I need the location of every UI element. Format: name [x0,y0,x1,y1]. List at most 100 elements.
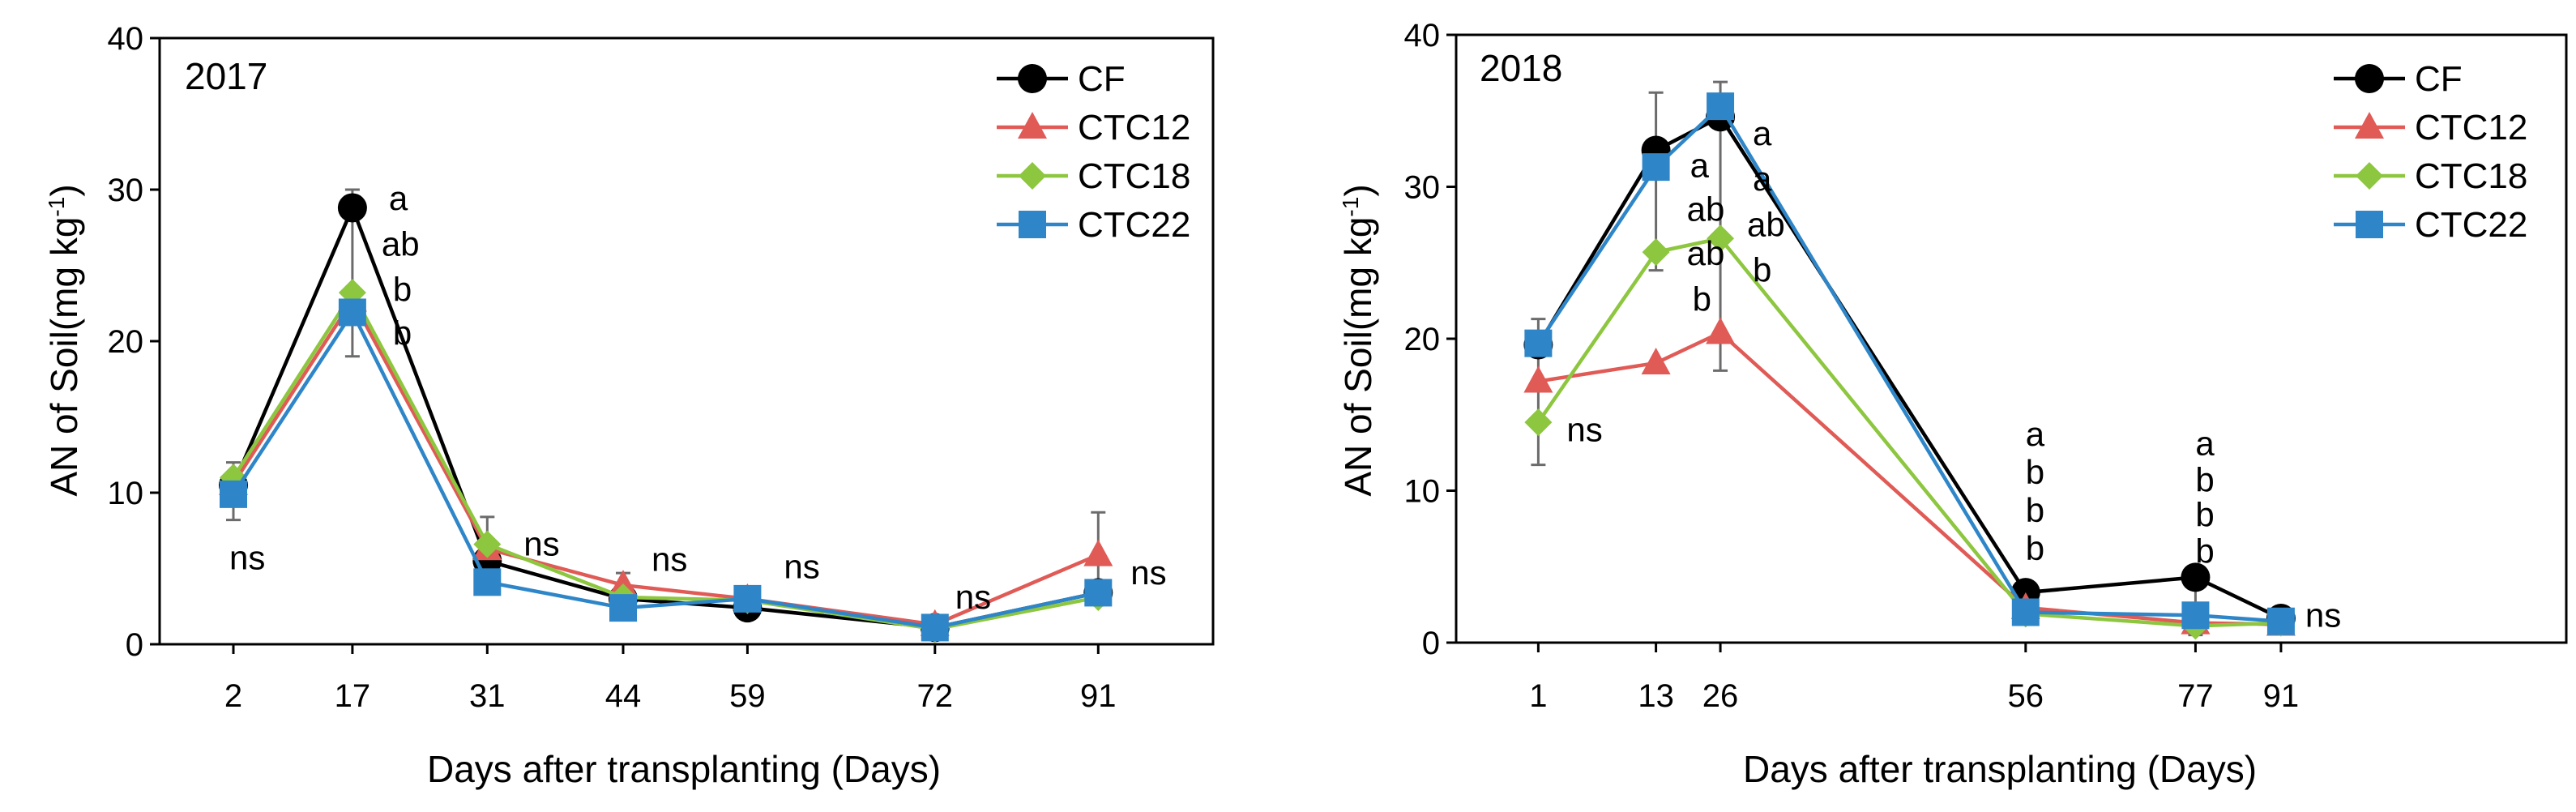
x-tick-label: 2 [224,678,242,714]
significance-label: b [2026,453,2044,491]
significance-label: ns [651,540,687,578]
significance-label: ab [1687,234,1725,272]
x-tick-label: 44 [605,678,642,714]
y-axis-label-close: ) [1337,184,1379,196]
data-point-CTC22 [220,480,247,508]
significance-label: b [1753,251,1771,289]
data-point-CTC22 [1707,92,1735,121]
legend-marker [1019,211,1046,238]
significance-label: b [2195,460,2214,498]
y-tick-label: 20 [108,324,144,360]
y-axis-label-main: AN of Soil(mg kg [1337,217,1379,497]
significance-label: b [1693,280,1711,318]
data-point-CTC22 [1524,329,1553,357]
legend: CF CTC12 CTC18 CTC22 [997,59,1190,245]
x-axis-label: Days after transplanting (Days) [427,748,941,790]
legend-item-CTC22: CTC22 [2334,205,2527,245]
significance-label: ns [955,578,991,616]
significance-label: a [1690,146,1710,184]
data-point-CTC22 [2011,598,2040,626]
legend-label: CF [1078,59,1126,99]
series-CTC12 [1523,317,2296,636]
series-line-CF [1536,115,2282,621]
legend-label: CTC18 [1078,156,1190,196]
legend-item-CTC12: CTC12 [2334,108,2527,147]
legend-marker [2355,112,2384,139]
legend-marker [1018,64,1047,93]
significance-label: b [2026,491,2044,529]
legend-label: CTC18 [2415,156,2527,196]
x-tick-label: 1 [1529,678,1547,714]
y-tick-label: 10 [1404,474,1441,510]
significance-label: b [2195,532,2214,571]
data-point-CTC12 [1523,365,1553,393]
y-tick-label: 30 [1404,170,1441,206]
y-tick-label: 0 [1422,626,1440,661]
data-point-CTC12 [609,570,638,597]
y-tick-label: 40 [1404,18,1441,53]
y-axis-label: AN of Soil(mg kg-1) [43,184,85,496]
significance-label: ab [1687,190,1725,229]
data-point-CTC22 [921,613,949,642]
significance-label: b [2026,529,2044,567]
significance-label: a [2026,415,2045,453]
significance-label: a [1753,114,1772,152]
y-axis-label-close: ) [43,184,85,196]
chart-panel-2017: 0 10 20 30 40 2 17 31 44 59 72 91 Days after transpl… [43,21,1215,790]
legend-label: CF [2415,59,2463,99]
legend-item-CTC18: CTC18 [2334,156,2527,196]
data-point-CTC18 [1642,238,1670,267]
significance-label: b [2195,496,2214,534]
significance-label: a [2195,424,2215,462]
x-tick-label: 77 [2177,678,2214,714]
data-point-CTC18 [1524,408,1553,437]
series-line-CTC22 [1536,104,2282,623]
data-point-CTC12 [1083,539,1113,566]
significance-label: ns [784,548,819,586]
legend-item-CF: CF [997,59,1126,99]
legend-label: CTC22 [2415,205,2527,245]
x-tick-label: 72 [917,678,954,714]
data-point-CTC12 [1641,348,1671,374]
legend-item-CF: CF [2334,59,2463,99]
legend-marker [2355,64,2384,93]
y-axis-label-sup: -1 [1338,197,1363,217]
legend: CF CTC12 CTC18 CTC22 [2334,59,2527,245]
y-axis-label-main: AN of Soil(mg kg [43,217,85,497]
series-CF [1523,102,2296,633]
y-tick-label: 30 [108,173,144,208]
legend-label: CTC12 [2415,108,2527,147]
series-line-CTC18 [1536,237,2281,628]
legend-label: CTC22 [1078,205,1190,245]
significance-label: ab [1747,205,1785,243]
significance-label: ns [523,525,559,563]
y-axis-label-sup: -1 [44,197,69,217]
x-tick-label: 17 [335,678,371,714]
data-point-CTC22 [338,298,366,327]
data-point-CTC18 [1707,224,1735,253]
x-tick-label: 91 [2263,678,2300,714]
y-tick-label: 10 [108,476,144,511]
legend-item-CTC12: CTC12 [997,108,1190,147]
legend-marker [2356,211,2383,238]
legend-item-CTC22: CTC22 [997,205,1190,245]
legend-label: CTC12 [1078,108,1190,147]
data-point-CTC22 [733,584,762,613]
legend-item-CTC18: CTC18 [997,156,1190,196]
legend-marker [2356,162,2383,190]
y-tick-label: 40 [108,21,144,57]
legend-marker [1019,162,1046,190]
year-label: 2017 [185,55,267,97]
x-tick-label: 59 [729,678,766,714]
x-tick-label: 56 [2008,678,2044,714]
significance-label: b [393,314,412,353]
y-tick-label: 0 [126,627,143,663]
series-line-CTC12 [1538,331,2281,626]
data-point-CTC22 [1084,579,1113,607]
x-tick-label: 13 [1638,678,1674,714]
significance-label: b [393,270,412,308]
series-CTC22 [220,298,1113,642]
significance-label: ns [229,538,265,576]
